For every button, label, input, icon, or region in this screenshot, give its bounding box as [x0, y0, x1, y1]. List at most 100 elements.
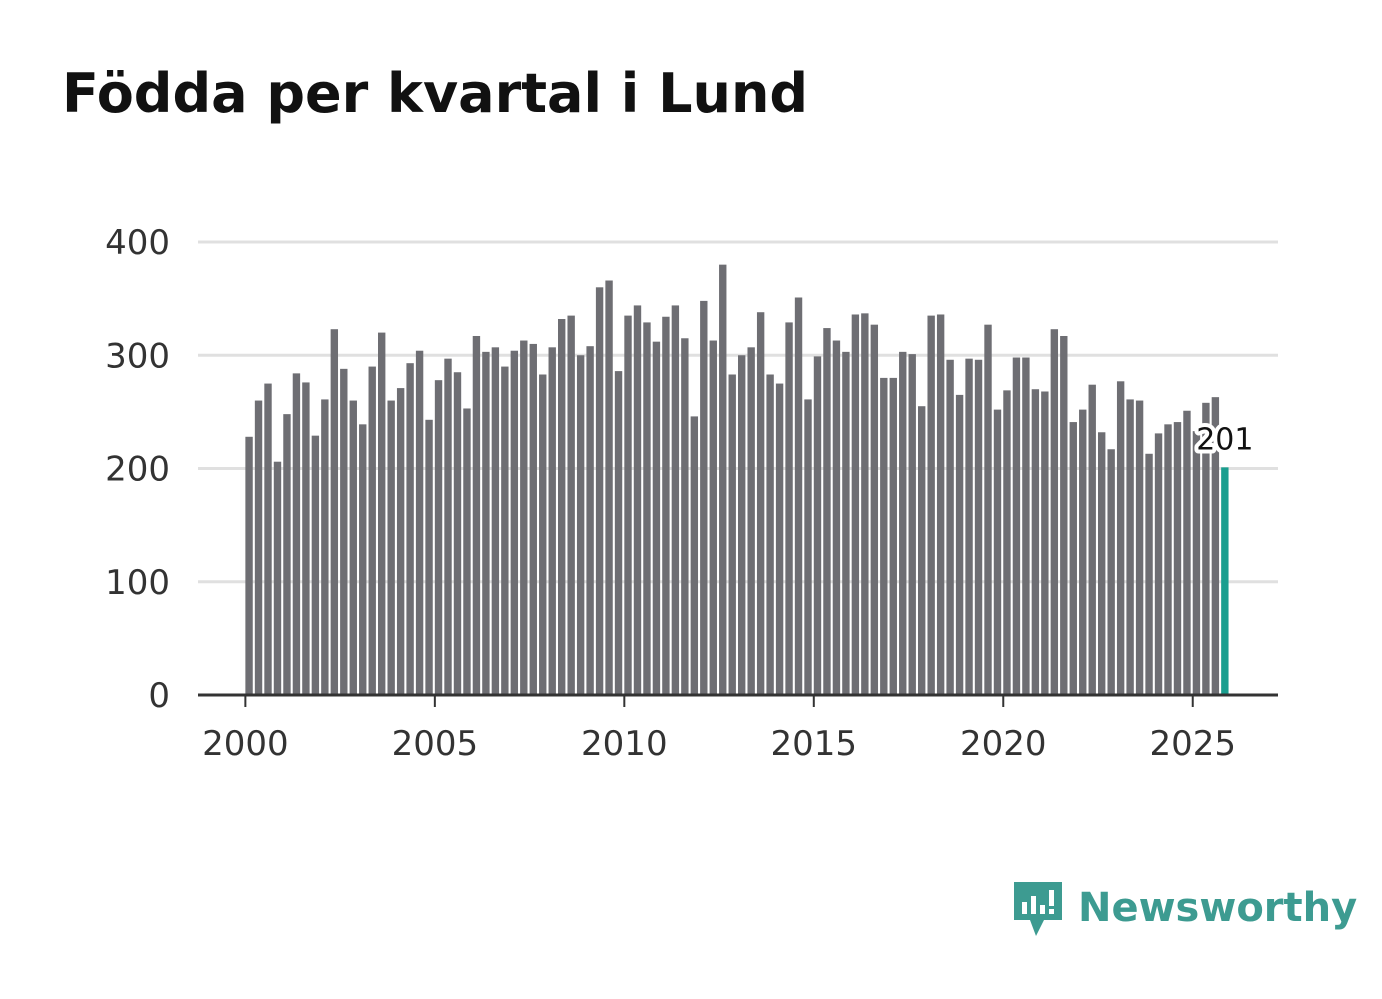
bar: [1041, 391, 1049, 695]
bar: [1012, 357, 1021, 695]
bar: [283, 414, 291, 695]
bar: [709, 340, 717, 695]
bar: [775, 383, 784, 695]
bar: [1211, 397, 1220, 695]
bar: [1050, 329, 1059, 695]
bar: [851, 314, 860, 695]
bar: [434, 380, 443, 695]
bar: [1107, 449, 1115, 695]
bar: [510, 350, 519, 695]
bar: [681, 338, 689, 695]
bar: [633, 305, 642, 695]
bar: [378, 332, 386, 695]
bar: [463, 408, 471, 695]
bar: [539, 374, 547, 695]
bar: [368, 366, 376, 695]
x-tick-label: 2000: [202, 724, 289, 764]
x-tick-label: 2005: [392, 724, 479, 764]
bar: [595, 287, 604, 695]
bar: [406, 363, 414, 695]
bar: [349, 400, 357, 695]
bar: [993, 409, 1002, 695]
bar: [558, 319, 566, 695]
y-tick-label: 400: [105, 223, 170, 263]
y-tick-label: 300: [105, 336, 170, 376]
x-tick-label: 2015: [771, 724, 858, 764]
bar: [794, 297, 803, 695]
bar: [832, 340, 841, 695]
x-tick-label: 2025: [1149, 724, 1236, 764]
bar: [1098, 432, 1106, 695]
bar: [823, 328, 831, 695]
x-tick-label: 2020: [960, 724, 1047, 764]
bar: [813, 356, 822, 695]
bar: [946, 359, 954, 695]
bar: [1088, 384, 1096, 695]
bar: [652, 341, 661, 695]
bar: [842, 351, 850, 695]
bar: [1003, 390, 1011, 695]
x-tick-label: 2010: [581, 724, 668, 764]
bar: [1183, 410, 1191, 695]
bar: [425, 419, 433, 695]
bar: [1022, 357, 1030, 695]
bar: [1164, 424, 1172, 695]
bar: [529, 343, 537, 695]
y-tick-label: 100: [105, 563, 170, 603]
bar: [1154, 433, 1163, 695]
bar: [889, 377, 897, 695]
bar: [605, 280, 613, 695]
bar: [1135, 400, 1144, 695]
bar: [415, 350, 424, 695]
bar: [936, 314, 945, 695]
bar: [1079, 409, 1087, 695]
bar: [747, 347, 755, 695]
bar: [1126, 399, 1134, 695]
bar: [974, 359, 983, 695]
bar: [719, 264, 727, 695]
bar: [624, 315, 632, 695]
bar: [728, 374, 736, 695]
bar: [387, 400, 395, 695]
bars: [245, 264, 1229, 695]
bar: [785, 322, 793, 695]
bar: [662, 316, 670, 695]
bar: [1145, 453, 1153, 695]
bar: [453, 372, 462, 695]
bar: [870, 324, 879, 695]
bar: [738, 355, 746, 695]
bar: [643, 322, 651, 695]
bar: [804, 399, 812, 695]
bar: [292, 373, 301, 695]
bar: [880, 377, 888, 695]
bar: [548, 347, 556, 695]
bar: [1031, 389, 1040, 695]
bar: [482, 351, 490, 695]
bar: [1173, 422, 1182, 695]
bar: [984, 324, 992, 695]
bar: [766, 374, 774, 695]
bar: [321, 399, 329, 695]
bar: [311, 435, 320, 695]
bar: [1060, 335, 1068, 695]
bar: [501, 366, 509, 695]
bar: [861, 313, 869, 695]
bar: [330, 329, 339, 695]
bar: [908, 354, 916, 695]
bar: [273, 461, 282, 695]
newsworthy-logo[interactable]: Newsworthy: [1010, 878, 1357, 938]
bar: [264, 383, 272, 695]
bar: [340, 368, 348, 695]
bar: [756, 312, 765, 695]
bar: [520, 340, 528, 695]
bar: [927, 315, 935, 695]
bar: [567, 315, 575, 695]
tick-labels: 0 100 200 300 400 2000 2005 2010 2015 2020 2025: [105, 223, 1236, 764]
newsworthy-logo-icon: [1014, 882, 1062, 936]
bar: [1192, 431, 1201, 695]
bar: [918, 406, 926, 695]
bar: [245, 436, 253, 695]
bar: [700, 300, 708, 695]
bar: [690, 416, 699, 695]
